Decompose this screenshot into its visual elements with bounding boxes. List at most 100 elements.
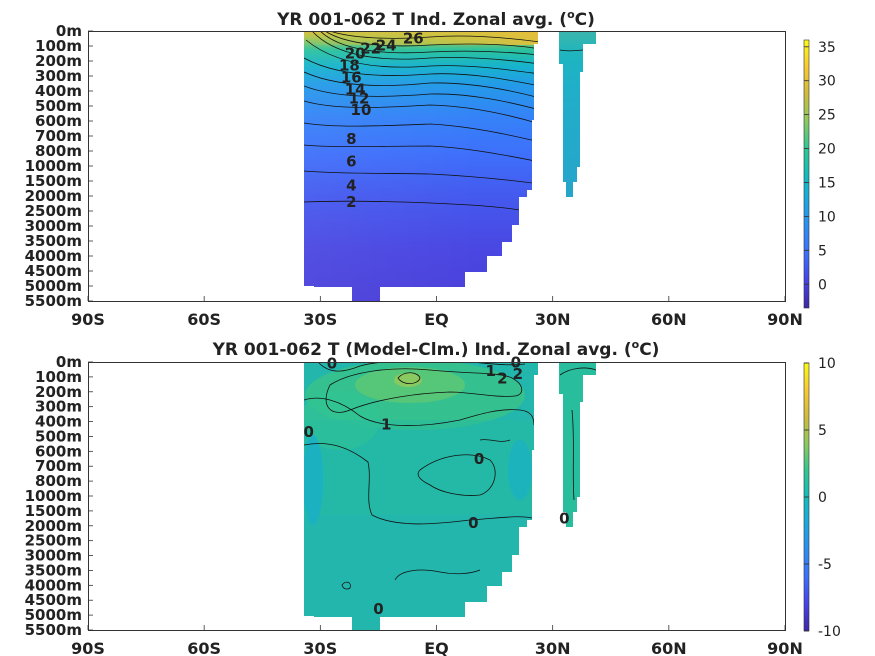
y-tick-label: 800m xyxy=(35,142,82,160)
y-tick-label: 300m xyxy=(35,398,82,416)
panel-title-temperature: YR 001-062 T Ind. Zonal avg. (oC) xyxy=(276,8,595,30)
y-tick-label: 100m xyxy=(35,37,82,55)
contour-label: 18 xyxy=(339,57,360,75)
colorbar-tick-label: 35 xyxy=(818,40,836,56)
y-tick-label: 100m xyxy=(35,368,82,386)
x-tick-label: 90N xyxy=(767,639,803,656)
x-tick-label: 30N xyxy=(535,310,571,329)
x-tick-label: 30S xyxy=(303,310,337,329)
y-tick-label: 700m xyxy=(35,127,82,145)
colorbar-tick-label: 0 xyxy=(818,490,827,506)
y-axis-top: 0m100m200m300m400m500m600m700m800m1000m1… xyxy=(25,22,93,310)
colorbar-tick-label: 10 xyxy=(818,356,836,372)
contour-label: 0 xyxy=(559,509,569,527)
y-tick-label: 500m xyxy=(35,97,82,115)
y-tick-label: 0m xyxy=(56,22,82,40)
contour-label: 2 xyxy=(346,193,356,211)
y-tick-label: 1000m xyxy=(25,487,82,505)
y-tick-label: 0m xyxy=(56,353,82,371)
contour-label: 16 xyxy=(341,69,362,87)
y-tick-label: 2500m xyxy=(25,532,82,550)
plot-frame-bottom xyxy=(88,362,786,631)
x-tick-label: 30N xyxy=(535,639,571,656)
y-tick-label: 1000m xyxy=(25,157,82,175)
contour-label: 10 xyxy=(351,101,372,119)
y-tick-label: 400m xyxy=(35,82,82,100)
contour-label: 20 xyxy=(345,45,366,63)
y-tick-label: 5000m xyxy=(25,606,82,624)
plot-frame-top xyxy=(88,31,786,302)
y-tick-label: 2500m xyxy=(25,202,82,220)
x-tick-label: 90S xyxy=(71,310,105,329)
y-tick-label: 2000m xyxy=(25,187,82,205)
contour-label: 0 xyxy=(303,423,313,441)
contour-label: 1 xyxy=(381,416,391,434)
y-tick-label: 600m xyxy=(35,112,82,130)
contour-label: 0 xyxy=(468,514,478,532)
contour-label: 0 xyxy=(327,354,337,372)
y-tick-label: 800m xyxy=(35,472,82,490)
x-tick-label: 60S xyxy=(187,639,221,656)
colorbar-tick-label: 10 xyxy=(818,209,836,225)
x-tick-label: 60S xyxy=(187,310,221,329)
y-tick-label: 3500m xyxy=(25,232,82,250)
y-tick-label: 5000m xyxy=(25,277,82,295)
x-axis-bottom: 90S 60S 30S EQ 30N 60N 90N xyxy=(71,625,803,656)
colorbar-tick-label: 15 xyxy=(818,175,836,191)
colorbar-tick-label: 0 xyxy=(818,277,827,293)
y-tick-label: 1500m xyxy=(25,172,82,190)
contour-label: 22 xyxy=(360,39,381,57)
y-tick-label: 4000m xyxy=(25,576,82,594)
y-tick-label: 400m xyxy=(35,413,82,431)
y-tick-label: 200m xyxy=(35,383,82,401)
x-axis-top: 90S 60S 30S EQ 30N 60N 90N xyxy=(71,296,803,329)
x-tick-label: EQ xyxy=(424,310,449,329)
contour-label: 24 xyxy=(376,36,397,54)
colorbar-bottom: -10 -5 0 5 10 xyxy=(803,356,841,640)
y-tick-label: 5500m xyxy=(25,292,82,310)
colorbar-tick-label: 5 xyxy=(818,423,827,439)
colorbar-top: 0 5 10 15 20 25 30 35 xyxy=(803,39,836,309)
anomaly-field xyxy=(304,362,596,631)
y-tick-label: 4500m xyxy=(25,591,82,609)
colorbar-tick-label: 30 xyxy=(818,74,836,90)
y-tick-label: 700m xyxy=(35,457,82,475)
panel-temperature: YR 001-062 T Ind. Zonal avg. (oC) 2 6 2422… xyxy=(25,8,836,329)
panel-temperature-anomaly: YR 001-062 T (Model-Clm.) Ind. Zonal avg… xyxy=(25,338,841,656)
x-tick-label: 90S xyxy=(71,639,105,656)
y-tick-label: 600m xyxy=(35,442,82,460)
colorbar-top-gradient xyxy=(803,39,810,309)
y-tick-label: 4000m xyxy=(25,247,82,265)
contour-label: 8 xyxy=(346,130,356,148)
x-tick-label: 90N xyxy=(767,310,803,329)
contour-label: 2 xyxy=(497,369,507,387)
x-tick-label: 30S xyxy=(303,639,337,656)
contour-label: 14 xyxy=(345,81,366,99)
y-tick-label: 4500m xyxy=(25,262,82,280)
y-tick-label: 3500m xyxy=(25,561,82,579)
y-tick-label: 300m xyxy=(35,67,82,85)
colorbar-tick-label: 5 xyxy=(818,243,827,259)
x-tick-label: 60N xyxy=(651,310,687,329)
temperature-contours xyxy=(304,31,596,212)
contour-label: 0 xyxy=(474,450,484,468)
y-tick-label: 3000m xyxy=(25,547,82,565)
colorbar-tick-label: -10 xyxy=(818,624,841,640)
y-tick-label: 3000m xyxy=(25,217,82,235)
contour-label: 12 xyxy=(349,90,370,108)
contour-label: 1 xyxy=(485,362,495,380)
y-axis-bottom: 0m100m200m300m400m500m600m700m800m1000m1… xyxy=(25,353,93,639)
contour-label: 4 xyxy=(346,177,356,195)
colorbar-tick-label: -5 xyxy=(818,557,832,573)
y-tick-label: 2000m xyxy=(25,517,82,535)
contour-label: 6 xyxy=(346,153,356,171)
x-tick-label: 60N xyxy=(651,639,687,656)
colorbar-tick-label: 25 xyxy=(818,108,836,124)
colorbar-tick-label: 20 xyxy=(818,142,836,158)
y-tick-label: 500m xyxy=(35,427,82,445)
contour-label: 2 xyxy=(513,365,523,383)
anomaly-contours xyxy=(304,362,596,590)
